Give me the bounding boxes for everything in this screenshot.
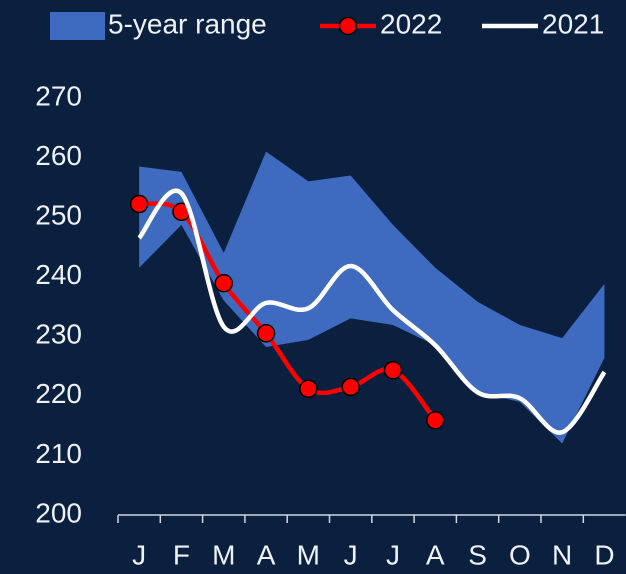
y-tick-label: 240	[35, 259, 82, 290]
marker	[214, 274, 233, 293]
y-tick-label: 210	[35, 438, 82, 469]
x-tick-label: O	[509, 539, 531, 570]
y-tick-label: 220	[35, 378, 82, 409]
x-tick-label: J	[386, 539, 400, 570]
line	[137, 188, 607, 435]
marker	[299, 379, 318, 398]
y-tick-label: 230	[35, 319, 82, 350]
x-tick-label: N	[552, 539, 572, 570]
x-tick-label: M	[212, 539, 235, 570]
range-area	[139, 151, 605, 444]
legend-label: 2022	[380, 8, 442, 39]
legend-label: 5-year range	[108, 8, 267, 39]
y-tick-label: 250	[35, 200, 82, 231]
legend-label: 2021	[542, 8, 604, 39]
x-tick-label: M	[297, 539, 320, 570]
marker	[256, 324, 276, 343]
marker	[426, 411, 445, 430]
y-tick-label: 200	[35, 497, 82, 528]
legend-marker	[338, 16, 358, 36]
marker	[341, 377, 360, 397]
marker	[383, 360, 403, 380]
x-tick-label: A	[257, 539, 276, 570]
y-tick-label: 270	[35, 80, 82, 111]
legend-swatch	[50, 12, 105, 40]
y-tick-label: 260	[35, 140, 82, 171]
x-tick-label: D	[594, 539, 614, 570]
x-tick-label: A	[426, 539, 445, 570]
x-tick-label: F	[173, 539, 190, 570]
x-tick-label: J	[344, 539, 358, 570]
x-tick-label: J	[132, 539, 146, 570]
marker	[129, 194, 149, 214]
x-tick-label: S	[468, 539, 487, 570]
